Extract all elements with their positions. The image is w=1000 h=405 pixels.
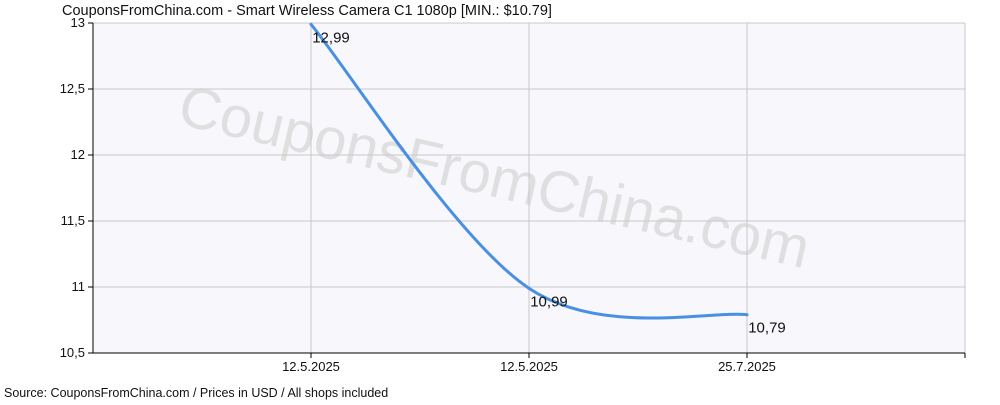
data-point bbox=[309, 22, 313, 26]
y-tick-label: 10,5 bbox=[60, 345, 85, 360]
data-point bbox=[745, 313, 749, 317]
y-tick-label: 12,5 bbox=[60, 81, 85, 96]
data-labels: 12,99 10,99 10,79 bbox=[312, 29, 786, 336]
data-label: 10,99 bbox=[530, 293, 568, 310]
y-tick-label: 12 bbox=[71, 147, 85, 162]
axes bbox=[88, 22, 966, 358]
x-tick-label: 25.7.2025 bbox=[718, 359, 776, 374]
chart-title: CouponsFromChina.com - Smart Wireless Ca… bbox=[62, 3, 552, 19]
y-tick-label: 11 bbox=[72, 279, 86, 294]
source-note: Source: CouponsFromChina.com / Prices in… bbox=[4, 386, 388, 400]
data-point bbox=[527, 286, 531, 290]
y-tick-label: 13 bbox=[71, 15, 85, 30]
grid-lines bbox=[93, 22, 966, 353]
x-tick-label: 12.5.2025 bbox=[500, 359, 558, 374]
price-series-line bbox=[309, 22, 749, 320]
series-layer bbox=[309, 22, 749, 320]
tick-labels: 10,5 11 11,5 12 12,5 13 12.5.2025 12.5.2025 25.7… bbox=[60, 15, 776, 374]
data-label: 12,99 bbox=[312, 29, 350, 46]
data-label: 10,79 bbox=[748, 320, 786, 337]
x-tick-label: 12.5.2025 bbox=[282, 359, 340, 374]
y-tick-label: 11,5 bbox=[61, 213, 85, 228]
